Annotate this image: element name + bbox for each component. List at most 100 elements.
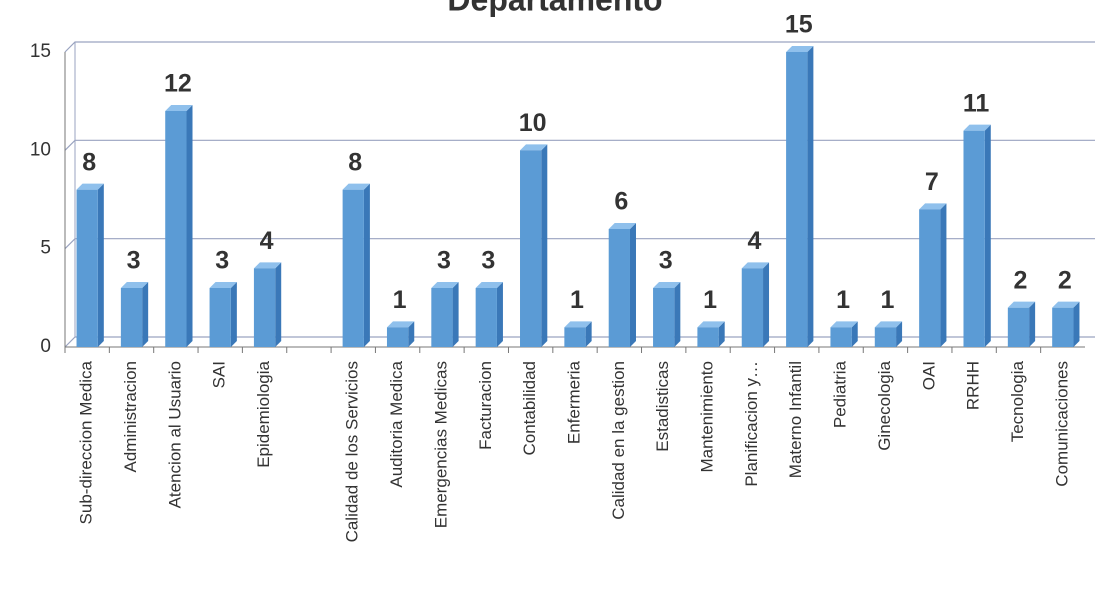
bar-top	[475, 282, 503, 288]
x-tick-label: Estadisticas	[653, 361, 672, 452]
bar-side	[142, 282, 149, 347]
bar-top	[165, 105, 193, 111]
bar-side	[1029, 301, 1036, 347]
bar-top	[386, 321, 415, 328]
bar-top	[1007, 301, 1036, 308]
bar-side	[186, 105, 193, 347]
bar-side	[230, 282, 237, 347]
data-label: 11	[963, 89, 990, 117]
bar-top	[564, 321, 592, 328]
bar	[342, 189, 364, 347]
bar-top	[253, 262, 282, 269]
bar-side	[940, 203, 947, 347]
bar-side	[674, 282, 681, 347]
bar-side	[97, 183, 104, 347]
data-label: 4	[747, 227, 761, 255]
bar-top	[653, 282, 681, 288]
bar-side	[452, 282, 459, 347]
x-tick-label: RRHH	[964, 361, 983, 410]
bar	[475, 288, 497, 347]
data-label: 3	[127, 247, 141, 275]
x-tick-label: Calidad en la gestion	[609, 361, 628, 520]
data-label: 1	[570, 286, 584, 314]
bar-top	[919, 203, 947, 210]
grid-line	[64, 238, 1095, 250]
bar	[697, 327, 719, 347]
chart-title: Departamento	[447, 0, 662, 17]
bar	[786, 52, 808, 347]
x-tick-label: Contabilidad	[520, 361, 539, 456]
x-tick-label: SAI	[210, 361, 229, 388]
data-label: 1	[703, 286, 717, 314]
bar	[1007, 307, 1030, 347]
bar	[874, 327, 897, 347]
bar	[830, 327, 852, 347]
x-tick-label: Administracion	[121, 361, 140, 473]
bar-top	[120, 282, 149, 288]
bar-side	[851, 321, 858, 347]
bar-side	[718, 321, 725, 347]
bar-side	[1073, 301, 1080, 347]
bar-top	[786, 46, 814, 52]
x-tick-label: Tecnologia	[1008, 360, 1027, 442]
bar-top	[76, 183, 104, 190]
x-tick-label: Comunicaciones	[1052, 361, 1071, 487]
bar	[120, 288, 143, 347]
bar	[1052, 307, 1074, 347]
x-tick-label: Enfermeria	[564, 360, 583, 444]
bar-top	[342, 183, 370, 190]
data-label: 1	[836, 286, 850, 314]
bar-top	[1052, 301, 1080, 308]
bar-side	[896, 321, 903, 347]
bar-top	[431, 282, 459, 288]
bar-top	[830, 321, 858, 328]
bar-side	[541, 144, 548, 347]
bar	[209, 288, 231, 347]
bar	[76, 189, 98, 347]
bar	[741, 268, 764, 347]
bar	[165, 111, 187, 347]
y-tick-label: 5	[40, 238, 51, 259]
data-label: 2	[1014, 266, 1028, 294]
bar	[253, 268, 276, 347]
data-label: 6	[614, 188, 628, 216]
data-label: 2	[1058, 266, 1072, 294]
x-tick-label: Epidemiologia	[254, 360, 273, 467]
bar	[608, 229, 630, 347]
y-tick-label: 0	[40, 336, 51, 357]
data-label: 3	[437, 247, 451, 275]
data-label: 3	[215, 247, 229, 275]
x-tick-label: Mantenimiento	[698, 361, 717, 473]
data-label: 1	[393, 286, 407, 314]
bar-top	[741, 262, 770, 269]
x-tick-label: Materno Infantil	[786, 361, 805, 478]
grid-line	[64, 139, 1095, 151]
bar	[386, 327, 409, 347]
data-label: 8	[348, 148, 362, 176]
data-label: 4	[260, 227, 274, 255]
bar-side	[629, 223, 636, 347]
data-label: 8	[82, 148, 96, 176]
x-tick-label: Sub-direccion Medica	[77, 360, 96, 524]
bar-top	[608, 223, 636, 229]
y-tick-label: 15	[30, 41, 51, 62]
data-label: 12	[164, 70, 192, 98]
data-label: 10	[519, 109, 547, 137]
x-tick-label: Ginecologia	[875, 360, 894, 450]
bar-top	[874, 321, 903, 328]
x-tick-label: OAI	[919, 361, 938, 390]
data-label: 1	[880, 286, 894, 314]
bar-side	[275, 262, 282, 347]
bar-side	[763, 262, 770, 347]
data-label: 7	[925, 168, 939, 196]
bar-side	[807, 46, 814, 347]
bar-side	[585, 321, 592, 347]
y-tick-label: 10	[30, 139, 51, 160]
bar	[963, 130, 985, 347]
data-label: 15	[785, 11, 813, 39]
bar	[431, 288, 453, 347]
bar-side	[408, 321, 415, 347]
x-tick-label: Atencion al Usuario	[165, 361, 184, 508]
bar-top	[697, 321, 725, 328]
